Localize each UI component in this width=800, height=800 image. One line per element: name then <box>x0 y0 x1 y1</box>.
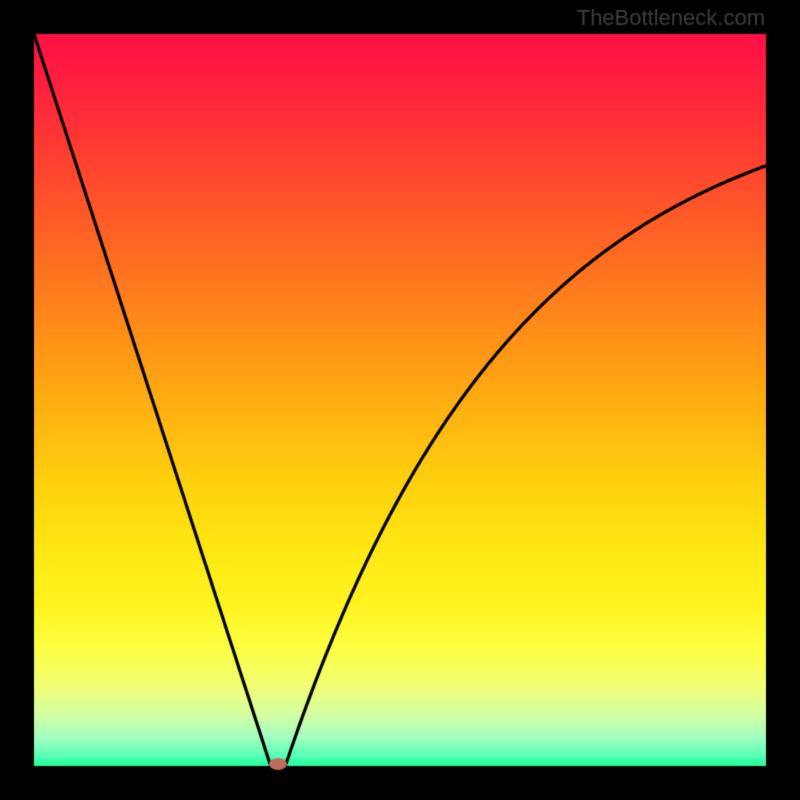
bottleneck-chart <box>0 0 800 800</box>
